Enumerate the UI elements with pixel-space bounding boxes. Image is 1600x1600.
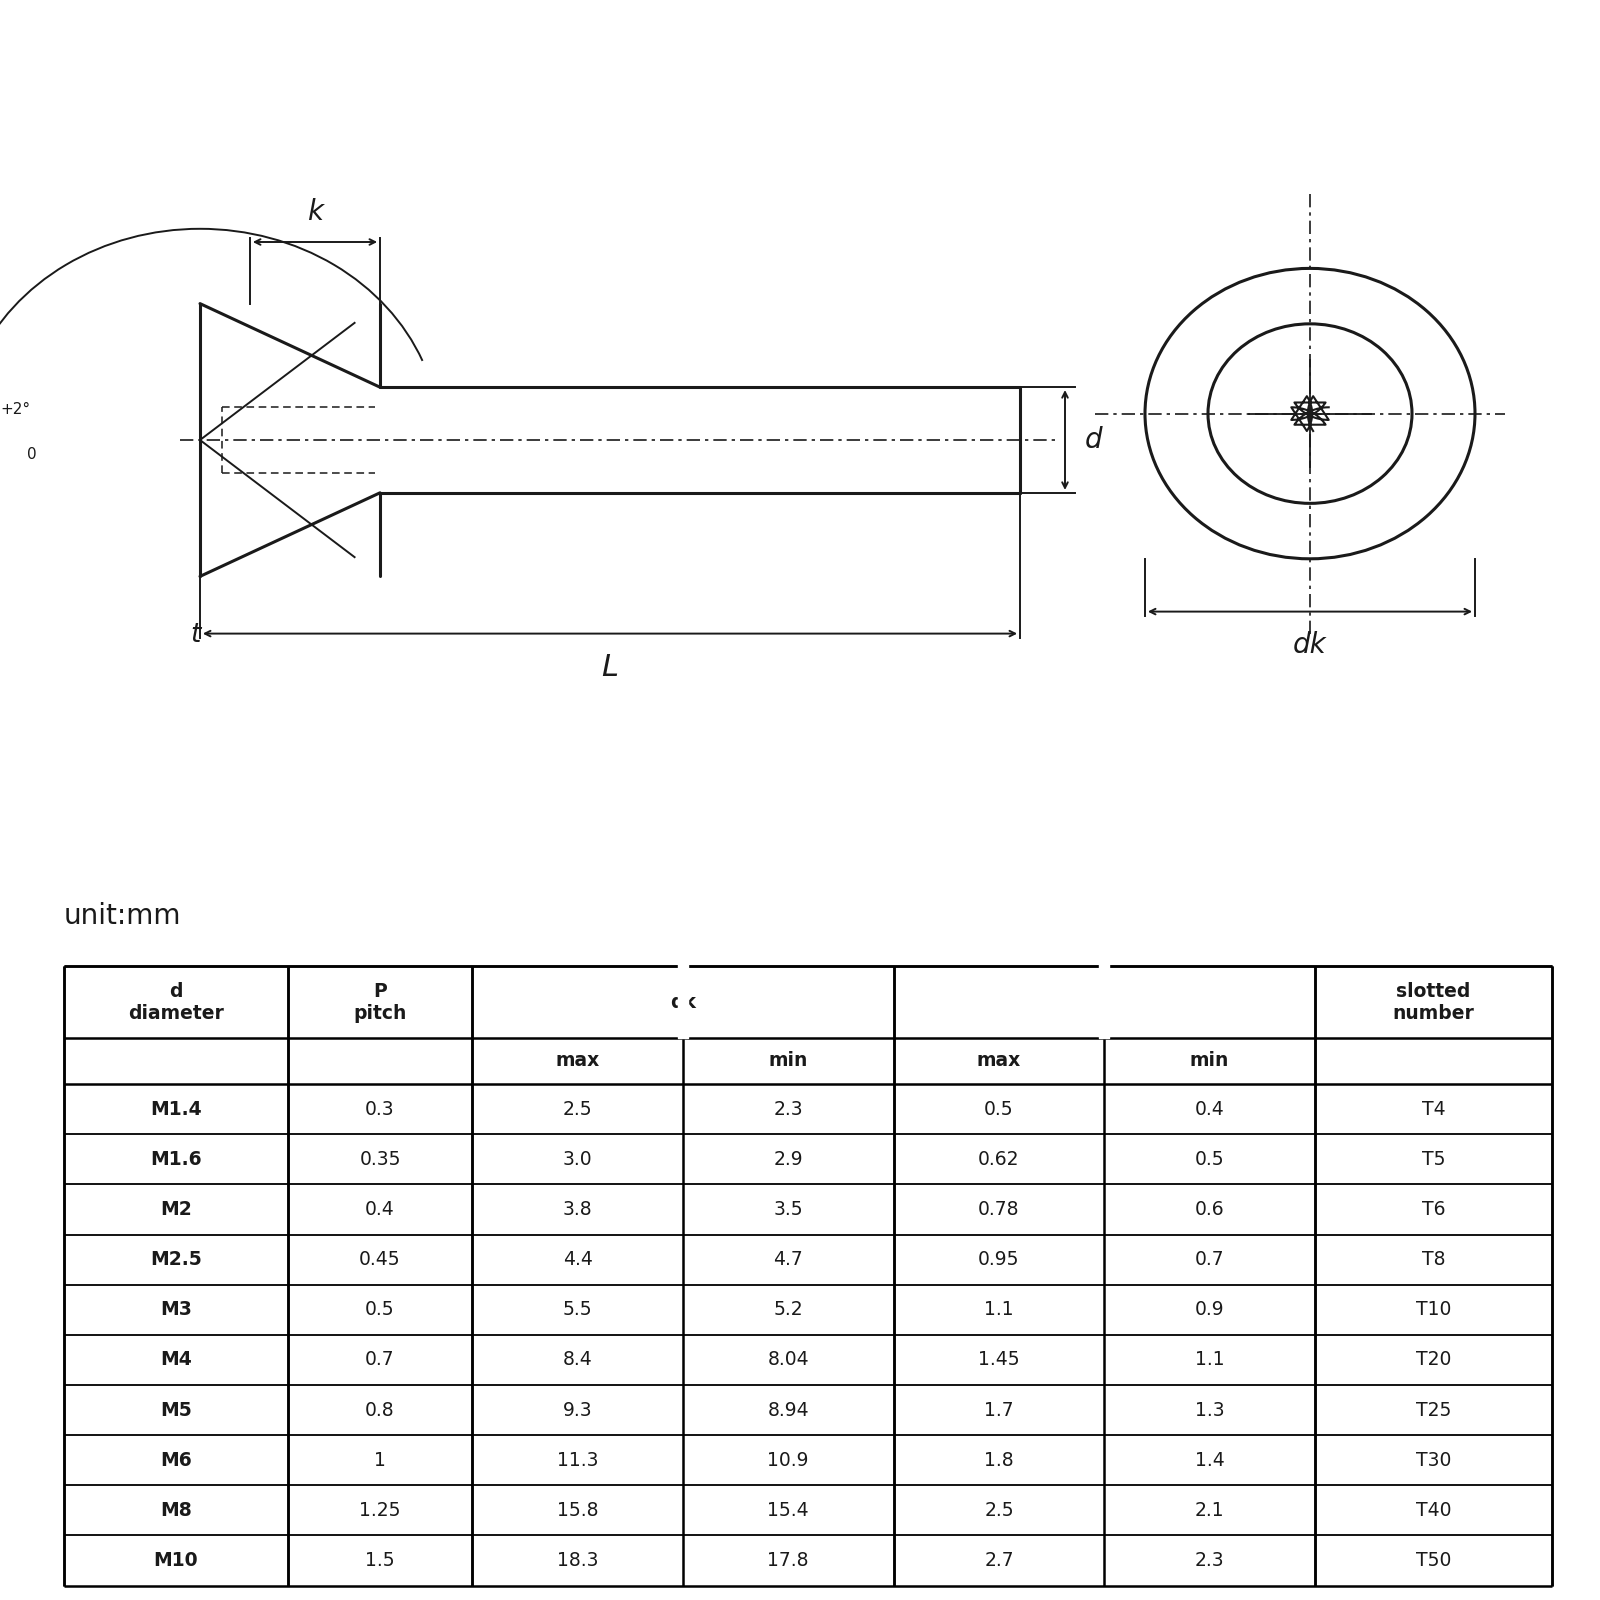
Text: 0.45: 0.45 — [360, 1250, 402, 1269]
Text: T5: T5 — [1422, 1150, 1445, 1168]
Text: +2°: +2° — [0, 402, 30, 416]
Text: 0.4: 0.4 — [365, 1200, 395, 1219]
Text: 15.8: 15.8 — [557, 1501, 598, 1520]
Text: 0.62: 0.62 — [978, 1150, 1019, 1168]
Text: T4: T4 — [1422, 1099, 1445, 1118]
Text: 1.25: 1.25 — [360, 1501, 400, 1520]
Text: M10: M10 — [154, 1550, 198, 1570]
Text: 0.78: 0.78 — [978, 1200, 1019, 1219]
Text: 8.94: 8.94 — [768, 1400, 810, 1419]
Text: 0.35: 0.35 — [360, 1150, 400, 1168]
Text: unit:mm: unit:mm — [64, 902, 181, 930]
Text: 1.7: 1.7 — [984, 1400, 1014, 1419]
Text: M6: M6 — [160, 1451, 192, 1470]
Text: T10: T10 — [1416, 1301, 1451, 1320]
Text: 9.3: 9.3 — [563, 1400, 592, 1419]
Text: 17.8: 17.8 — [768, 1550, 810, 1570]
Text: t: t — [190, 622, 200, 648]
Text: 2.3: 2.3 — [773, 1099, 803, 1118]
Text: 2.7: 2.7 — [984, 1550, 1014, 1570]
Text: M3: M3 — [160, 1301, 192, 1320]
Text: max: max — [555, 1051, 600, 1070]
Text: 0.4: 0.4 — [1195, 1099, 1224, 1118]
Text: dk: dk — [1293, 630, 1326, 659]
Text: 10.9: 10.9 — [768, 1451, 810, 1470]
Text: 8.04: 8.04 — [768, 1350, 810, 1370]
Text: 3.8: 3.8 — [563, 1200, 592, 1219]
Text: T20: T20 — [1416, 1350, 1451, 1370]
Text: T25: T25 — [1416, 1400, 1451, 1419]
Text: t: t — [1099, 992, 1109, 1011]
Text: T30: T30 — [1416, 1451, 1451, 1470]
Text: 2.1: 2.1 — [1195, 1501, 1224, 1520]
Text: 0: 0 — [27, 446, 37, 462]
Text: M2.5: M2.5 — [150, 1250, 202, 1269]
Text: 1.1: 1.1 — [984, 1301, 1014, 1320]
Text: d
diameter: d diameter — [128, 981, 224, 1022]
Text: 4.4: 4.4 — [563, 1250, 592, 1269]
Text: 1.5: 1.5 — [365, 1550, 395, 1570]
Text: 2.3: 2.3 — [1195, 1550, 1224, 1570]
Text: d: d — [1085, 426, 1102, 454]
Text: M1.4: M1.4 — [150, 1099, 202, 1118]
Text: max: max — [978, 1051, 1021, 1070]
Text: 2.5: 2.5 — [563, 1099, 592, 1118]
Text: 0.5: 0.5 — [1195, 1150, 1224, 1168]
Text: M5: M5 — [160, 1400, 192, 1419]
Text: 2.5: 2.5 — [984, 1501, 1014, 1520]
Text: P
pitch: P pitch — [354, 981, 406, 1022]
Text: 1: 1 — [374, 1451, 386, 1470]
Text: 1.1: 1.1 — [1195, 1350, 1224, 1370]
Text: M1.6: M1.6 — [150, 1150, 202, 1168]
Text: k: k — [307, 198, 323, 226]
Text: L: L — [602, 653, 619, 682]
Text: 5.5: 5.5 — [563, 1301, 592, 1320]
Text: T6: T6 — [1422, 1200, 1445, 1219]
Text: T50: T50 — [1416, 1550, 1451, 1570]
Text: 0.5: 0.5 — [984, 1099, 1014, 1118]
Text: 0.7: 0.7 — [1195, 1250, 1224, 1269]
Text: 1.8: 1.8 — [984, 1451, 1014, 1470]
Text: 0.3: 0.3 — [365, 1099, 395, 1118]
Text: 1.3: 1.3 — [1195, 1400, 1224, 1419]
Text: 8.4: 8.4 — [563, 1350, 592, 1370]
Text: 3.5: 3.5 — [773, 1200, 803, 1219]
Text: T8: T8 — [1422, 1250, 1445, 1269]
Text: slotted
number: slotted number — [1392, 981, 1475, 1022]
Text: 5.2: 5.2 — [773, 1301, 803, 1320]
Text: M8: M8 — [160, 1501, 192, 1520]
Text: 0.9: 0.9 — [1195, 1301, 1224, 1320]
Text: M4: M4 — [160, 1350, 192, 1370]
Text: 1.4: 1.4 — [1195, 1451, 1224, 1470]
Text: 1.45: 1.45 — [978, 1350, 1019, 1370]
Text: M2: M2 — [160, 1200, 192, 1219]
Text: min: min — [1190, 1051, 1229, 1070]
Text: 15.4: 15.4 — [768, 1501, 810, 1520]
Text: 2.9: 2.9 — [773, 1150, 803, 1168]
Text: 0.5: 0.5 — [365, 1301, 395, 1320]
Text: 4.7: 4.7 — [773, 1250, 803, 1269]
Text: 0.6: 0.6 — [1195, 1200, 1224, 1219]
Text: 11.3: 11.3 — [557, 1451, 598, 1470]
Text: 3.0: 3.0 — [563, 1150, 592, 1168]
Text: 18.3: 18.3 — [557, 1550, 598, 1570]
Text: 0.8: 0.8 — [365, 1400, 395, 1419]
Text: dk: dk — [670, 992, 696, 1011]
Text: min: min — [768, 1051, 808, 1070]
Text: T40: T40 — [1416, 1501, 1451, 1520]
Text: 0.7: 0.7 — [365, 1350, 395, 1370]
Text: 0.95: 0.95 — [978, 1250, 1019, 1269]
